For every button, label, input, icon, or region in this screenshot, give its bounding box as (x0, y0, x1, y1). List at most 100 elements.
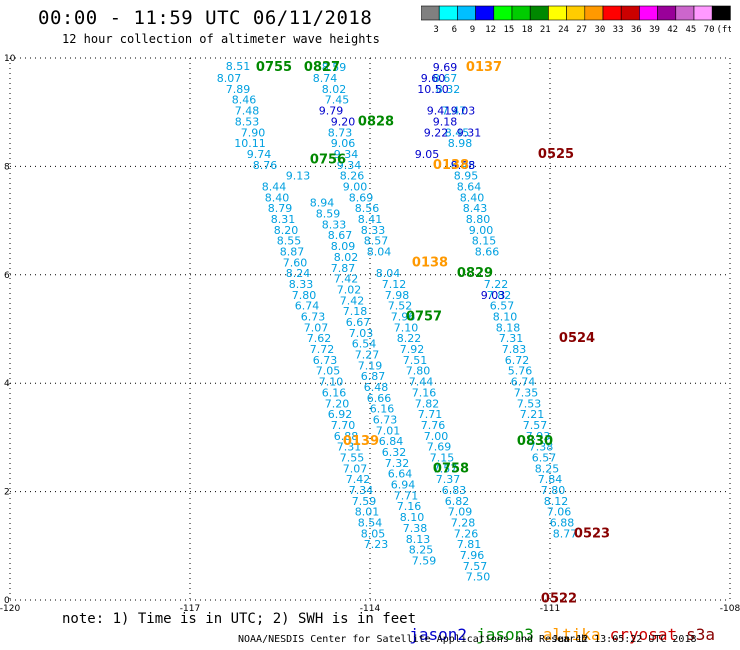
wave-height-point: 7.57 (433, 462, 458, 475)
wave-height-point: 6.57 (532, 451, 557, 464)
wave-height-point: 8.51 (226, 60, 251, 73)
wave-height-point: 9.69 (433, 61, 458, 74)
wave-height-point: 10.11 (234, 137, 266, 150)
wave-height-point: 7.55 (340, 451, 365, 464)
wave-height-point: 8.59 (322, 61, 347, 74)
wave-height-point: 7.38 (529, 441, 554, 454)
wave-height-point: 6.84 (379, 435, 404, 448)
wave-height-point: 8.02 (334, 251, 359, 264)
wave-height-point: 6.73 (373, 414, 398, 427)
wave-height-point: 7.98 (385, 289, 410, 302)
wave-height-point: 9.31 (457, 126, 482, 139)
wave-height-point: 8.76 (253, 159, 278, 172)
wave-height-point: 7.53 (517, 397, 542, 410)
wave-height-point: 8.45 (445, 126, 470, 139)
wave-height-point: 7.47 (442, 105, 467, 118)
wave-height-point: 9.13 (286, 170, 311, 183)
wave-height-point: 7.10 (394, 321, 419, 334)
legend-item-altika: altika (542, 625, 601, 644)
color-scale-label: 45 (685, 25, 696, 35)
y-tick-label: 6 (4, 271, 10, 281)
legend: jason2 jason3 altika cryosat s3a (390, 606, 724, 644)
wave-height-point: 8.79 (268, 202, 293, 215)
wave-height-point: 6.87 (361, 370, 386, 383)
time-label: 0756 (310, 152, 346, 167)
wave-height-point: 7.96 (391, 311, 416, 324)
wave-height-point: 8.43 (463, 202, 488, 215)
wave-height-point: 8.45 (451, 159, 476, 172)
wave-height-point: 7.76 (421, 419, 446, 432)
wave-height-point: 7.62 (307, 332, 332, 345)
time-label: 0522 (541, 591, 577, 606)
wave-height-point: 7.92 (400, 343, 425, 356)
wave-height-point: 8.04 (376, 267, 401, 280)
wave-height-point: 6.74 (295, 300, 320, 313)
time-label: 0757 (406, 310, 442, 325)
time-label: 0137 (466, 60, 502, 75)
legend-item-jason2: jason2 (409, 625, 468, 644)
wave-height-point: 8.55 (277, 235, 302, 248)
wave-height-point: 5.76 (508, 365, 533, 378)
wave-height-point: 6.66 (367, 392, 392, 405)
time-label: 0524 (559, 331, 595, 346)
wave-height-point: 9.79 (319, 105, 344, 118)
color-scale-label: 15 (503, 25, 514, 35)
wave-height-point: 7.16 (412, 386, 437, 399)
wave-height-point: 7.09 (448, 506, 473, 519)
wave-height-point: 6.54 (352, 338, 377, 351)
wave-height-point: 7.26 (454, 527, 479, 540)
wave-height-point: 9.00 (343, 180, 368, 193)
wave-height-point: 8.87 (280, 245, 305, 258)
wave-height-point: 7.82 (487, 289, 512, 302)
chart-title: 00:00 - 11:59 UTC 06/11/2018 (38, 7, 373, 29)
chart-subtitle: 12 hour collection of altimeter wave hei… (62, 32, 380, 46)
wave-height-point: 7.84 (538, 473, 563, 486)
wave-height-point: 8.98 (448, 137, 473, 150)
time-label: 0828 (358, 114, 394, 129)
x-tick-label: -111 (540, 604, 560, 614)
x-tick-label: -117 (180, 604, 200, 614)
wave-height-point: 7.01 (376, 424, 401, 437)
wave-height-point: 7.81 (457, 538, 482, 551)
wave-height-point: 7.57 (523, 419, 548, 432)
wave-height-point: 8.33 (322, 218, 347, 231)
y-tick-label: 10 (4, 54, 16, 64)
color-scale-label: 33 (613, 25, 624, 35)
wave-height-point: 8.24 (286, 267, 311, 280)
wave-height-point: 7.89 (226, 83, 251, 96)
wave-height-point: 8.41 (358, 213, 383, 226)
wave-height-point: 7.87 (331, 262, 356, 275)
wave-height-point: 7.42 (346, 473, 371, 486)
wave-height-point: 7.83 (502, 343, 527, 356)
wave-height-point: 7.69 (427, 441, 452, 454)
x-tick-label: -120 (0, 604, 20, 614)
wave-height-point: 6.16 (322, 386, 347, 399)
wave-height-point: 8.44 (262, 180, 287, 193)
wave-height-point: 8.80 (466, 213, 491, 226)
wave-height-point: 8.09 (331, 240, 356, 253)
wave-height-point: 7.42 (334, 273, 359, 286)
wave-height-point: 8.02 (322, 83, 347, 96)
wave-height-point: 7.82 (415, 397, 440, 410)
time-label: 0138 (433, 158, 469, 173)
color-scale-label: 21 (540, 25, 551, 35)
wave-height-point: 6.48 (364, 381, 389, 394)
color-scale-label: 30 (594, 25, 605, 35)
wave-height-point: 7.18 (343, 305, 368, 318)
wave-height-point: 6.16 (370, 403, 395, 416)
wave-height-point: 8.13 (406, 533, 431, 546)
time-label: 0523 (574, 526, 610, 541)
color-scale-label: 39 (649, 25, 660, 35)
wave-height-point: 7.21 (520, 408, 545, 421)
wave-height-point: 9.60 (421, 72, 446, 85)
wave-height-point: 6.88 (550, 516, 575, 529)
wave-height-point: 7.34 (349, 484, 374, 497)
wave-height-point: 7.45 (325, 94, 350, 107)
wave-height-point: 7.02 (337, 283, 362, 296)
color-scale-label: 70 (704, 25, 715, 35)
wave-height-point: 7.90 (241, 126, 266, 139)
legend-item-jason3: jason3 (476, 625, 534, 644)
wave-height-point: 8.64 (457, 180, 482, 193)
